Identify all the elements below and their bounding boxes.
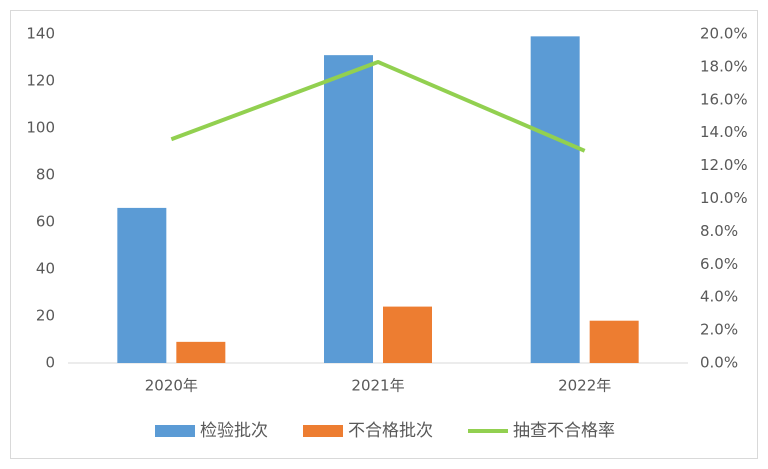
x-tick-label: 2022年 (558, 377, 611, 395)
bar (383, 306, 432, 363)
y2-tick-label: 2.0% (700, 321, 738, 339)
bar (117, 207, 167, 363)
y-tick-label: 60 (36, 213, 55, 231)
line (170, 59, 586, 153)
bar (324, 55, 373, 364)
y2-tick-label: 8.0% (700, 222, 738, 240)
x-tick-label: 2021年 (351, 377, 404, 395)
y-tick-label: 140 (26, 25, 55, 43)
y2-tick-label: 6.0% (700, 255, 738, 273)
bar (530, 36, 580, 363)
y2-tick-label: 12.0% (700, 156, 748, 174)
legend-swatch (155, 425, 195, 437)
y2-tick-label: 18.0% (700, 57, 748, 75)
y2-tick-label: 10.0% (700, 189, 748, 207)
y2-tick-label: 4.0% (700, 288, 738, 306)
y-tick-label: 120 (26, 72, 55, 90)
x-tick-label: 2020年 (145, 377, 198, 395)
bar (176, 341, 226, 363)
y-tick-label: 80 (36, 166, 55, 184)
y-tick-label: 0 (45, 354, 55, 372)
y-tick-label: 100 (26, 119, 55, 137)
legend-swatch (303, 425, 343, 437)
legend-label: 检验批次 (200, 421, 268, 441)
y-tick-label: 20 (36, 307, 55, 325)
y2-tick-label: 20.0% (700, 25, 748, 43)
legend-label: 不合格批次 (348, 421, 433, 441)
y2-tick-label: 16.0% (700, 90, 748, 108)
y2-tick-label: 14.0% (700, 123, 748, 141)
legend-label: 抽查不合格率 (513, 421, 615, 441)
y2-tick-label: 0.0% (700, 354, 738, 372)
y-tick-label: 40 (36, 260, 55, 278)
bar (589, 320, 639, 363)
